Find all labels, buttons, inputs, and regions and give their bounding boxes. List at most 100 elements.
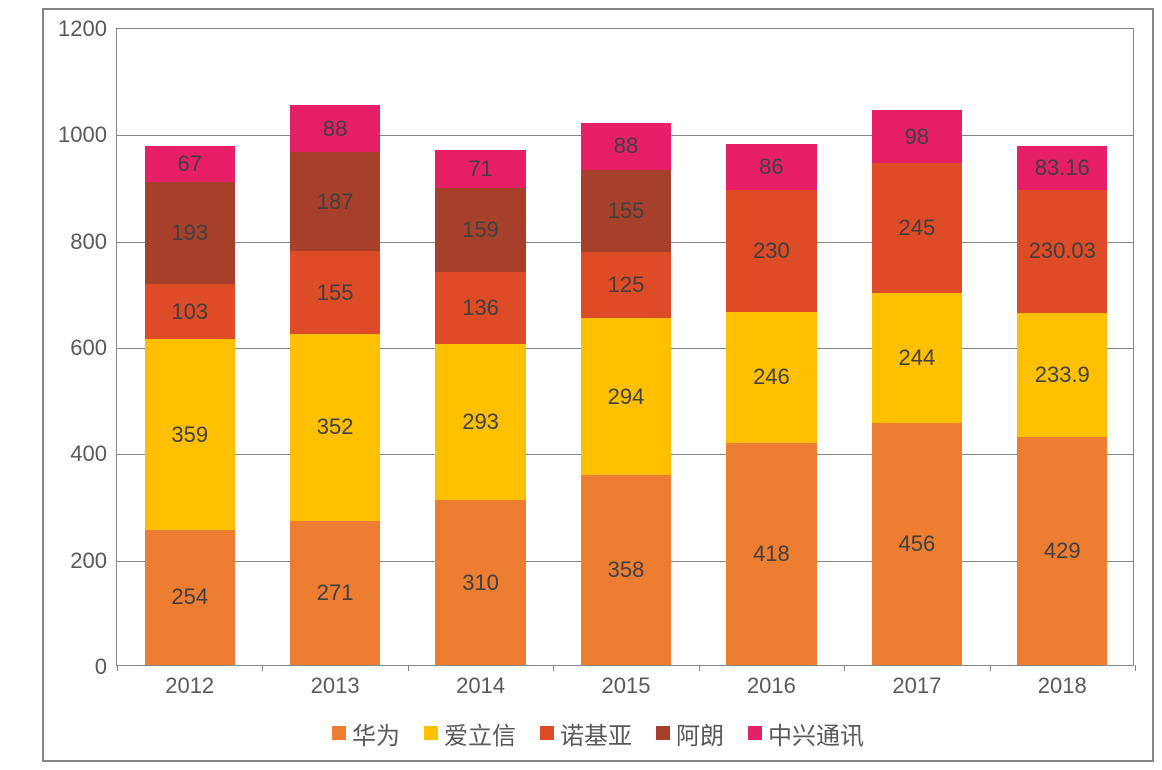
bar-value-label: 310 (462, 570, 499, 596)
bar-value-label: 429 (1044, 538, 1081, 564)
y-tick-label: 800 (70, 229, 107, 255)
x-tick (844, 665, 845, 671)
legend-swatch (332, 726, 346, 740)
bar-value-label: 83.16 (1035, 155, 1090, 181)
bar-segment: 98 (872, 110, 962, 162)
y-tick-label: 0 (95, 654, 107, 680)
bar-value-label: 103 (171, 299, 208, 325)
bar-value-label: 244 (898, 345, 935, 371)
x-axis-labels: 2012201320142015201620172018 (117, 665, 1133, 705)
x-tick-label: 2015 (602, 673, 651, 699)
bar-segment: 294 (581, 318, 671, 474)
bar-segment: 230.03 (1017, 190, 1107, 312)
y-tick-label: 200 (70, 548, 107, 574)
bar-value-label: 456 (898, 531, 935, 557)
bar-value-label: 230 (753, 238, 790, 264)
legend-swatch (540, 726, 554, 740)
y-tick-label: 400 (70, 441, 107, 467)
bar-segment: 429 (1017, 437, 1107, 665)
x-tick (699, 665, 700, 671)
bar-segment: 246 (726, 312, 816, 443)
legend: 华为 爱立信 诺基亚阿朗 中兴通讯 (44, 712, 1152, 754)
plot-area: 020040060080010001200 254359103193672713… (116, 28, 1134, 666)
bar-segment: 155 (290, 251, 380, 333)
bar-segment: 193 (145, 182, 235, 285)
bar-value-label: 187 (317, 189, 354, 215)
bar-value-label: 230.03 (1029, 238, 1096, 264)
bar-segment: 230 (726, 190, 816, 312)
bar-segment: 159 (435, 188, 525, 273)
bar-value-label: 88 (614, 133, 638, 159)
bar-value-label: 293 (462, 409, 499, 435)
bar-value-label: 359 (171, 422, 208, 448)
bar-value-label: 98 (905, 124, 929, 150)
bar-value-label: 233.9 (1035, 362, 1090, 388)
chart-container: 0 200 400 600 800 1000 1200 254 359 103 193 67 271 3… (42, 8, 1154, 762)
legend-swatch (748, 726, 762, 740)
bar-segment: 67 (145, 146, 235, 182)
bar-value-label: 71 (468, 156, 492, 182)
bars: 254 359 103 193 67 271 352 155 187 88 310 293 136 159… (117, 29, 1133, 665)
bar-value-label: 136 (462, 295, 499, 321)
legend-item: 华为 (332, 716, 400, 751)
y-tick-label: 600 (70, 335, 107, 361)
bar-value-label: 155 (317, 280, 354, 306)
bar-value-label: 294 (608, 384, 645, 410)
x-tick (553, 665, 554, 671)
bar-segment: 103 (145, 284, 235, 339)
x-tick-label: 2013 (311, 673, 360, 699)
bar-value-label: 125 (608, 272, 645, 298)
legend-item: 爱立信 (424, 716, 516, 751)
bar-segment: 88 (581, 123, 671, 170)
bar-segment: 293 (435, 344, 525, 500)
legend-swatch (424, 726, 438, 740)
bar-segment: 155 (581, 170, 671, 252)
x-tick-label: 2014 (456, 673, 505, 699)
bar-value-label: 245 (898, 215, 935, 241)
bar-segment: 244 (872, 293, 962, 423)
bar-value-label: 418 (753, 541, 790, 567)
legend-item: 诺基亚 (540, 716, 632, 751)
bar-value-label: 352 (317, 414, 354, 440)
bar-segment: 136 (435, 272, 525, 344)
bar-segment: 187 (290, 152, 380, 251)
bar-segment: 352 (290, 334, 380, 521)
x-tick (990, 665, 991, 671)
legend-item: 阿朗 (656, 716, 724, 751)
bar-value-label: 67 (177, 151, 201, 177)
bar-value-label: 254 (171, 584, 208, 610)
legend-swatch (656, 726, 670, 740)
bar-value-label: 88 (323, 116, 347, 142)
bar-value-label: 358 (608, 557, 645, 583)
bar-segment: 233.9 (1017, 313, 1107, 437)
y-tick-label: 1000 (58, 122, 107, 148)
y-tick-label: 1200 (58, 16, 107, 42)
bar-segment: 271 (290, 521, 380, 665)
bar-segment: 359 (145, 339, 235, 530)
bar-segment: 310 (435, 500, 525, 665)
bar-value-label: 155 (608, 198, 645, 224)
bar-value-label: 159 (462, 217, 499, 243)
x-tick-label: 2018 (1038, 673, 1087, 699)
bar-value-label: 246 (753, 364, 790, 390)
x-tick-label: 2017 (892, 673, 941, 699)
bar-segment: 245 (872, 163, 962, 293)
legend-label: 爱立信 (444, 716, 516, 751)
bar-segment: 83.16 (1017, 146, 1107, 190)
bar-segment: 86 (726, 144, 816, 190)
x-tick (262, 665, 263, 671)
x-tick-label: 2016 (747, 673, 796, 699)
bar-segment: 125 (581, 252, 671, 318)
legend-label: 中兴通讯 (768, 716, 864, 751)
bar-segment: 88 (290, 105, 380, 152)
bar-value-label: 271 (317, 580, 354, 606)
bar-segment: 418 (726, 443, 816, 665)
legend-label: 诺基亚 (560, 716, 632, 751)
x-tick (117, 665, 118, 671)
bar-value-label: 193 (171, 220, 208, 246)
x-tick (408, 665, 409, 671)
legend-label: 华为 (352, 716, 400, 751)
x-tick (1135, 665, 1136, 671)
bar-segment: 456 (872, 423, 962, 665)
bar-segment: 71 (435, 150, 525, 188)
